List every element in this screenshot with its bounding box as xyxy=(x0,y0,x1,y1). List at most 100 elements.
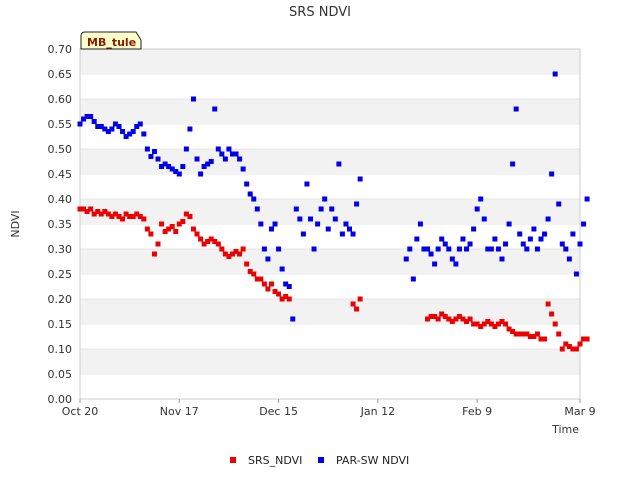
data-point xyxy=(120,129,126,134)
data-point xyxy=(456,314,462,319)
y-axis-ticks: 0.00 0.05 0.10 0.15 0.20 0.25 0.30 0.35 0.40 0.45… xyxy=(48,43,73,406)
y-tick-label: 0.65 xyxy=(48,68,73,81)
data-point xyxy=(169,224,175,229)
data-point xyxy=(449,256,455,262)
data-point xyxy=(559,241,565,247)
data-point xyxy=(265,256,271,262)
data-point xyxy=(247,191,253,197)
data-point xyxy=(563,246,569,252)
data-point xyxy=(187,126,193,132)
data-point xyxy=(435,246,441,252)
data-point xyxy=(456,246,462,252)
data-point xyxy=(503,241,509,247)
data-point xyxy=(527,334,533,339)
data-point xyxy=(240,246,246,252)
grid-band xyxy=(80,349,580,374)
data-point xyxy=(261,246,267,252)
data-point xyxy=(134,211,140,217)
data-point xyxy=(584,196,590,202)
data-point xyxy=(286,284,292,289)
data-point xyxy=(183,211,189,217)
legend-item-label[interactable]: SRS_NDVI xyxy=(248,454,302,467)
data-point xyxy=(527,236,533,242)
data-point xyxy=(563,341,569,347)
data-point xyxy=(577,341,583,347)
data-point xyxy=(148,231,154,237)
data-point xyxy=(464,246,470,252)
data-point xyxy=(162,161,168,167)
grid-band xyxy=(80,99,580,124)
data-point xyxy=(137,121,143,127)
data-point xyxy=(84,209,90,214)
legend-item-label[interactable]: PAR-SW NDVI xyxy=(336,454,409,467)
x-tick-label: Jan 12 xyxy=(360,405,395,418)
data-point xyxy=(194,156,200,162)
data-point xyxy=(88,206,94,212)
data-point xyxy=(520,331,526,337)
data-point xyxy=(460,316,466,322)
data-point xyxy=(545,301,551,307)
data-point xyxy=(201,164,207,169)
data-point xyxy=(105,211,111,217)
data-point xyxy=(495,321,501,327)
data-point xyxy=(464,319,470,324)
data-point xyxy=(159,221,165,227)
data-point xyxy=(478,324,484,329)
data-point xyxy=(478,196,484,202)
data-point xyxy=(155,156,161,162)
data-point xyxy=(297,216,303,222)
data-point xyxy=(332,216,338,222)
data-point xyxy=(244,181,250,187)
data-point xyxy=(169,166,175,172)
data-point xyxy=(538,236,544,242)
data-point xyxy=(439,236,445,242)
data-point xyxy=(173,229,179,234)
data-point xyxy=(517,231,523,237)
data-point xyxy=(268,281,274,287)
data-point xyxy=(439,311,445,317)
data-point xyxy=(279,296,285,302)
data-point xyxy=(584,336,590,342)
grid-band xyxy=(80,299,580,324)
data-point xyxy=(453,316,459,322)
data-point xyxy=(180,164,186,169)
data-point xyxy=(407,246,413,252)
data-point xyxy=(552,321,558,327)
data-point xyxy=(531,334,537,339)
x-tick-label: Nov 17 xyxy=(160,405,199,418)
data-point xyxy=(471,226,477,232)
y-tick-label: 0.15 xyxy=(48,318,73,331)
data-point xyxy=(240,166,246,172)
data-point xyxy=(428,251,434,257)
data-point xyxy=(247,269,253,274)
data-point xyxy=(435,316,441,322)
data-point xyxy=(570,346,576,352)
legend-swatch xyxy=(318,457,324,463)
data-point xyxy=(102,126,108,132)
y-tick-label: 0.20 xyxy=(48,293,73,306)
data-point xyxy=(488,321,494,327)
data-point xyxy=(573,271,579,277)
data-point xyxy=(542,336,548,342)
data-point xyxy=(272,221,278,227)
grid-band xyxy=(80,49,580,74)
data-point xyxy=(272,289,278,294)
data-point xyxy=(141,131,147,137)
data-point xyxy=(421,246,427,252)
data-point xyxy=(339,231,345,237)
data-point xyxy=(449,319,455,324)
data-point xyxy=(102,209,108,214)
data-point xyxy=(261,281,267,287)
data-point xyxy=(116,124,122,129)
data-point xyxy=(226,146,232,152)
data-point xyxy=(467,241,473,247)
x-axis-label: Time xyxy=(551,423,579,436)
data-point xyxy=(81,116,87,122)
data-point xyxy=(123,134,129,139)
data-point xyxy=(208,236,214,242)
data-point xyxy=(205,161,211,167)
data-point xyxy=(545,216,551,222)
data-point xyxy=(432,261,438,267)
data-point xyxy=(513,331,519,337)
legend[interactable]: SRS_NDVI PAR-SW NDVI xyxy=(230,454,409,467)
